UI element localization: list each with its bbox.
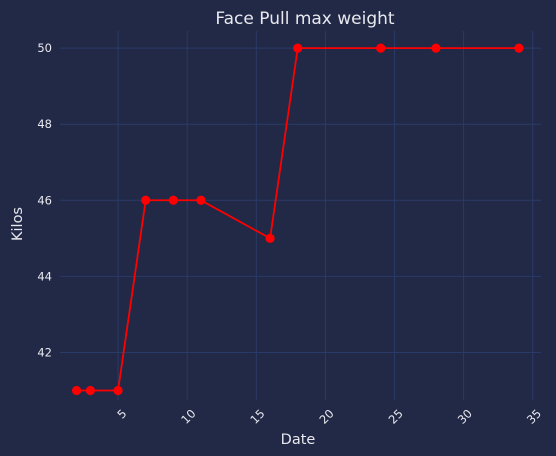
data-point: [141, 195, 151, 205]
y-tick-label: 48: [37, 117, 52, 131]
data-point: [85, 385, 96, 396]
data-point: [113, 385, 123, 396]
data-point: [71, 385, 82, 396]
data-point: [514, 43, 524, 53]
data-point: [168, 195, 178, 205]
data-point: [265, 233, 275, 243]
y-tick-label: 44: [37, 269, 52, 283]
chart-title: Face Pull max weight: [215, 9, 395, 29]
series-layer: [71, 43, 524, 396]
grid: [60, 31, 541, 400]
y-tick-label: 46: [37, 193, 52, 207]
data-point: [376, 43, 386, 53]
y-tick-label: 50: [37, 41, 52, 55]
y-axis-label: Kilos: [10, 207, 26, 241]
x-axis-label: Date: [281, 432, 316, 448]
data-point: [431, 43, 441, 53]
data-point: [293, 43, 303, 53]
data-point: [196, 195, 206, 205]
y-tick-label: 42: [37, 345, 52, 359]
